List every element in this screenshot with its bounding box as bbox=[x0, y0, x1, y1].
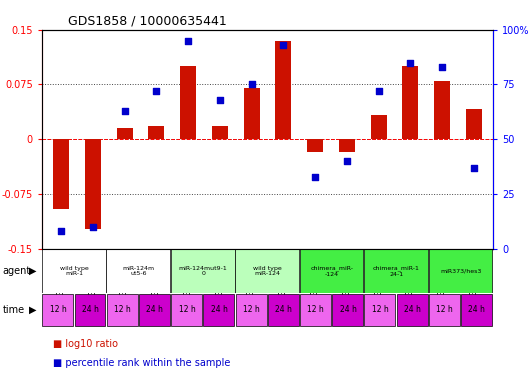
Text: 12 h: 12 h bbox=[178, 306, 195, 315]
Text: ■ log10 ratio: ■ log10 ratio bbox=[53, 339, 118, 349]
Text: 24 h: 24 h bbox=[146, 306, 163, 315]
Point bbox=[438, 64, 446, 70]
Text: 24 h: 24 h bbox=[211, 306, 228, 315]
Text: chimera_miR-1
24-1: chimera_miR-1 24-1 bbox=[373, 265, 420, 277]
Point bbox=[248, 81, 256, 87]
Text: 24 h: 24 h bbox=[275, 306, 292, 315]
Bar bbox=[300, 249, 363, 292]
Bar bbox=[107, 249, 170, 292]
Point bbox=[152, 88, 161, 94]
Text: 24 h: 24 h bbox=[404, 306, 421, 315]
Point bbox=[89, 224, 97, 230]
Bar bbox=[429, 294, 460, 326]
Bar bbox=[42, 249, 106, 292]
Point bbox=[470, 165, 478, 171]
Text: wild type
miR-1: wild type miR-1 bbox=[60, 266, 89, 276]
Bar bbox=[180, 66, 196, 140]
Bar bbox=[268, 294, 299, 326]
Bar bbox=[364, 294, 395, 326]
Text: 24 h: 24 h bbox=[468, 306, 485, 315]
Bar bbox=[307, 140, 323, 153]
Bar bbox=[434, 81, 450, 140]
Point bbox=[374, 88, 383, 94]
Bar bbox=[85, 140, 101, 228]
Text: 24 h: 24 h bbox=[82, 306, 99, 315]
Point bbox=[184, 38, 192, 44]
Bar bbox=[461, 294, 492, 326]
Bar bbox=[148, 126, 164, 140]
Text: 12 h: 12 h bbox=[436, 306, 453, 315]
Text: 12 h: 12 h bbox=[307, 306, 324, 315]
Point bbox=[311, 174, 319, 180]
Bar bbox=[53, 140, 69, 209]
Point bbox=[120, 108, 129, 114]
Text: 12 h: 12 h bbox=[243, 306, 260, 315]
Text: miR373/hes3: miR373/hes3 bbox=[440, 268, 482, 273]
Bar bbox=[332, 294, 363, 326]
Text: GDS1858 / 10000635441: GDS1858 / 10000635441 bbox=[69, 15, 227, 28]
Point bbox=[215, 97, 224, 103]
Text: agent: agent bbox=[3, 266, 31, 276]
Text: miR-124m
ut5-6: miR-124m ut5-6 bbox=[122, 266, 155, 276]
Bar bbox=[276, 40, 291, 140]
Bar bbox=[397, 294, 428, 326]
Text: 24 h: 24 h bbox=[340, 306, 356, 315]
Bar bbox=[212, 126, 228, 140]
Bar bbox=[235, 249, 299, 292]
Bar bbox=[371, 115, 386, 140]
Bar bbox=[244, 88, 260, 140]
Bar bbox=[171, 249, 234, 292]
Point bbox=[57, 228, 65, 234]
Bar bbox=[171, 294, 202, 326]
Bar bbox=[203, 294, 234, 326]
Bar bbox=[139, 294, 170, 326]
Text: 12 h: 12 h bbox=[114, 306, 131, 315]
Bar bbox=[300, 294, 331, 326]
Bar bbox=[117, 128, 133, 140]
Text: ▶: ▶ bbox=[29, 305, 37, 315]
Bar bbox=[466, 109, 482, 140]
Text: time: time bbox=[3, 305, 25, 315]
Bar bbox=[42, 294, 73, 326]
Point bbox=[343, 158, 351, 164]
Point bbox=[406, 60, 414, 66]
Bar bbox=[402, 66, 418, 140]
Point bbox=[279, 42, 288, 48]
Bar bbox=[235, 294, 267, 326]
Bar bbox=[107, 294, 138, 326]
Bar bbox=[429, 249, 492, 292]
Text: 12 h: 12 h bbox=[372, 306, 389, 315]
Text: ▶: ▶ bbox=[29, 266, 37, 276]
Text: 12 h: 12 h bbox=[50, 306, 67, 315]
Bar bbox=[339, 140, 355, 153]
Bar bbox=[74, 294, 106, 326]
Text: ■ percentile rank within the sample: ■ percentile rank within the sample bbox=[53, 358, 230, 368]
Text: miR-124mut9-1
0: miR-124mut9-1 0 bbox=[178, 266, 228, 276]
Text: chimera_miR-
-124: chimera_miR- -124 bbox=[310, 265, 353, 277]
Text: wild type
miR-124: wild type miR-124 bbox=[253, 266, 282, 276]
Bar bbox=[364, 249, 428, 292]
